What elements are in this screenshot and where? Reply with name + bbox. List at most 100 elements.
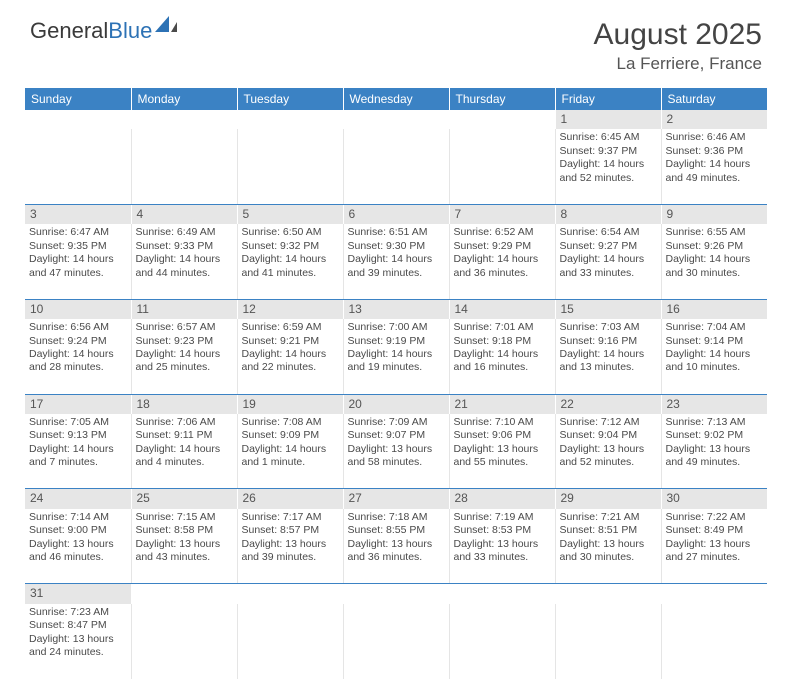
day-number-cell bbox=[131, 110, 237, 129]
day-content-cell: Sunrise: 7:23 AMSunset: 8:47 PMDaylight:… bbox=[25, 604, 131, 679]
day-number-cell bbox=[449, 110, 555, 129]
sunset-text: Sunset: 9:33 PM bbox=[136, 240, 233, 253]
daylight1-text: Daylight: 13 hours bbox=[560, 443, 657, 456]
day-content-cell bbox=[25, 129, 131, 204]
daylight1-text: Daylight: 13 hours bbox=[454, 538, 551, 551]
daylight1-text: Daylight: 14 hours bbox=[348, 253, 445, 266]
sunrise-text: Sunrise: 7:08 AM bbox=[242, 416, 339, 429]
day-number-cell: 3 bbox=[25, 204, 131, 224]
weekday-header: Wednesday bbox=[343, 88, 449, 110]
day-number-row: 12 bbox=[25, 110, 767, 129]
day-number-cell: 11 bbox=[131, 299, 237, 319]
day-content-cell: Sunrise: 7:18 AMSunset: 8:55 PMDaylight:… bbox=[343, 509, 449, 584]
daylight2-text: and 30 minutes. bbox=[666, 267, 764, 280]
day-number-cell bbox=[343, 584, 449, 604]
daylight2-text: and 39 minutes. bbox=[242, 551, 339, 564]
daylight2-text: and 13 minutes. bbox=[560, 361, 657, 374]
day-number-cell: 8 bbox=[555, 204, 661, 224]
header: GeneralBlue August 2025 La Ferriere, Fra… bbox=[0, 0, 792, 82]
day-number-cell: 31 bbox=[25, 584, 131, 604]
daylight2-text: and 19 minutes. bbox=[348, 361, 445, 374]
daylight2-text: and 36 minutes. bbox=[348, 551, 445, 564]
weekday-header: Thursday bbox=[449, 88, 555, 110]
day-content-cell bbox=[661, 604, 767, 679]
day-content-row: Sunrise: 7:23 AMSunset: 8:47 PMDaylight:… bbox=[25, 604, 767, 679]
day-number-cell: 6 bbox=[343, 204, 449, 224]
sunset-text: Sunset: 8:58 PM bbox=[136, 524, 233, 537]
daylight2-text: and 41 minutes. bbox=[242, 267, 339, 280]
logo-text-1: General bbox=[30, 18, 108, 44]
daylight2-text: and 1 minute. bbox=[242, 456, 339, 469]
sunset-text: Sunset: 9:21 PM bbox=[242, 335, 339, 348]
weekday-header: Sunday bbox=[25, 88, 131, 110]
day-content-cell: Sunrise: 7:06 AMSunset: 9:11 PMDaylight:… bbox=[131, 414, 237, 489]
day-content-cell: Sunrise: 6:56 AMSunset: 9:24 PMDaylight:… bbox=[25, 319, 131, 394]
sunrise-text: Sunrise: 7:13 AM bbox=[666, 416, 764, 429]
daylight1-text: Daylight: 14 hours bbox=[29, 253, 127, 266]
day-content-cell: Sunrise: 7:15 AMSunset: 8:58 PMDaylight:… bbox=[131, 509, 237, 584]
sunset-text: Sunset: 8:53 PM bbox=[454, 524, 551, 537]
day-content-cell bbox=[449, 604, 555, 679]
sunset-text: Sunset: 9:11 PM bbox=[136, 429, 233, 442]
sunset-text: Sunset: 9:00 PM bbox=[29, 524, 127, 537]
day-content-cell: Sunrise: 7:21 AMSunset: 8:51 PMDaylight:… bbox=[555, 509, 661, 584]
daylight1-text: Daylight: 13 hours bbox=[348, 538, 445, 551]
sunset-text: Sunset: 9:16 PM bbox=[560, 335, 657, 348]
sunrise-text: Sunrise: 7:03 AM bbox=[560, 321, 657, 334]
day-number-cell bbox=[661, 584, 767, 604]
day-number-cell: 14 bbox=[449, 299, 555, 319]
day-content-cell: Sunrise: 6:57 AMSunset: 9:23 PMDaylight:… bbox=[131, 319, 237, 394]
day-number-cell: 22 bbox=[555, 394, 661, 414]
sunrise-text: Sunrise: 7:22 AM bbox=[666, 511, 764, 524]
day-content-cell bbox=[555, 604, 661, 679]
day-content-cell: Sunrise: 6:51 AMSunset: 9:30 PMDaylight:… bbox=[343, 224, 449, 299]
day-number-cell bbox=[131, 584, 237, 604]
day-number-cell: 29 bbox=[555, 489, 661, 509]
sunrise-text: Sunrise: 7:12 AM bbox=[560, 416, 657, 429]
sunset-text: Sunset: 9:19 PM bbox=[348, 335, 445, 348]
day-number-cell bbox=[343, 110, 449, 129]
daylight2-text: and 25 minutes. bbox=[136, 361, 233, 374]
daylight2-text: and 24 minutes. bbox=[29, 646, 127, 659]
day-content-cell: Sunrise: 7:17 AMSunset: 8:57 PMDaylight:… bbox=[237, 509, 343, 584]
day-number-cell: 19 bbox=[237, 394, 343, 414]
daylight2-text: and 10 minutes. bbox=[666, 361, 764, 374]
sunset-text: Sunset: 9:02 PM bbox=[666, 429, 764, 442]
daylight1-text: Daylight: 14 hours bbox=[242, 443, 339, 456]
day-number-row: 3456789 bbox=[25, 204, 767, 224]
day-content-cell: Sunrise: 7:03 AMSunset: 9:16 PMDaylight:… bbox=[555, 319, 661, 394]
daylight1-text: Daylight: 14 hours bbox=[560, 253, 657, 266]
title-month: August 2025 bbox=[594, 18, 762, 52]
daylight1-text: Daylight: 13 hours bbox=[666, 443, 764, 456]
weekday-header: Monday bbox=[131, 88, 237, 110]
daylight2-text: and 33 minutes. bbox=[560, 267, 657, 280]
weekday-header: Saturday bbox=[661, 88, 767, 110]
day-content-cell: Sunrise: 7:14 AMSunset: 9:00 PMDaylight:… bbox=[25, 509, 131, 584]
day-content-cell: Sunrise: 7:05 AMSunset: 9:13 PMDaylight:… bbox=[25, 414, 131, 489]
day-content-cell: Sunrise: 6:47 AMSunset: 9:35 PMDaylight:… bbox=[25, 224, 131, 299]
sunset-text: Sunset: 9:06 PM bbox=[454, 429, 551, 442]
day-number-cell: 27 bbox=[343, 489, 449, 509]
sunrise-text: Sunrise: 6:50 AM bbox=[242, 226, 339, 239]
day-number-cell: 26 bbox=[237, 489, 343, 509]
sunrise-text: Sunrise: 6:57 AM bbox=[136, 321, 233, 334]
daylight2-text: and 49 minutes. bbox=[666, 172, 764, 185]
day-content-cell bbox=[131, 604, 237, 679]
daylight2-text: and 22 minutes. bbox=[242, 361, 339, 374]
daylight2-text: and 52 minutes. bbox=[560, 172, 657, 185]
day-content-cell bbox=[237, 604, 343, 679]
daylight2-text: and 43 minutes. bbox=[136, 551, 233, 564]
sunset-text: Sunset: 9:36 PM bbox=[666, 145, 764, 158]
day-content-cell: Sunrise: 6:46 AMSunset: 9:36 PMDaylight:… bbox=[661, 129, 767, 204]
daylight1-text: Daylight: 14 hours bbox=[666, 253, 764, 266]
sunset-text: Sunset: 9:37 PM bbox=[560, 145, 657, 158]
sunset-text: Sunset: 9:27 PM bbox=[560, 240, 657, 253]
sunset-text: Sunset: 8:47 PM bbox=[29, 619, 127, 632]
day-number-row: 24252627282930 bbox=[25, 489, 767, 509]
day-number-row: 10111213141516 bbox=[25, 299, 767, 319]
logo-text-2: Blue bbox=[108, 18, 152, 44]
day-content-cell: Sunrise: 6:45 AMSunset: 9:37 PMDaylight:… bbox=[555, 129, 661, 204]
sunrise-text: Sunrise: 7:09 AM bbox=[348, 416, 445, 429]
day-number-cell: 30 bbox=[661, 489, 767, 509]
day-content-cell: Sunrise: 7:10 AMSunset: 9:06 PMDaylight:… bbox=[449, 414, 555, 489]
